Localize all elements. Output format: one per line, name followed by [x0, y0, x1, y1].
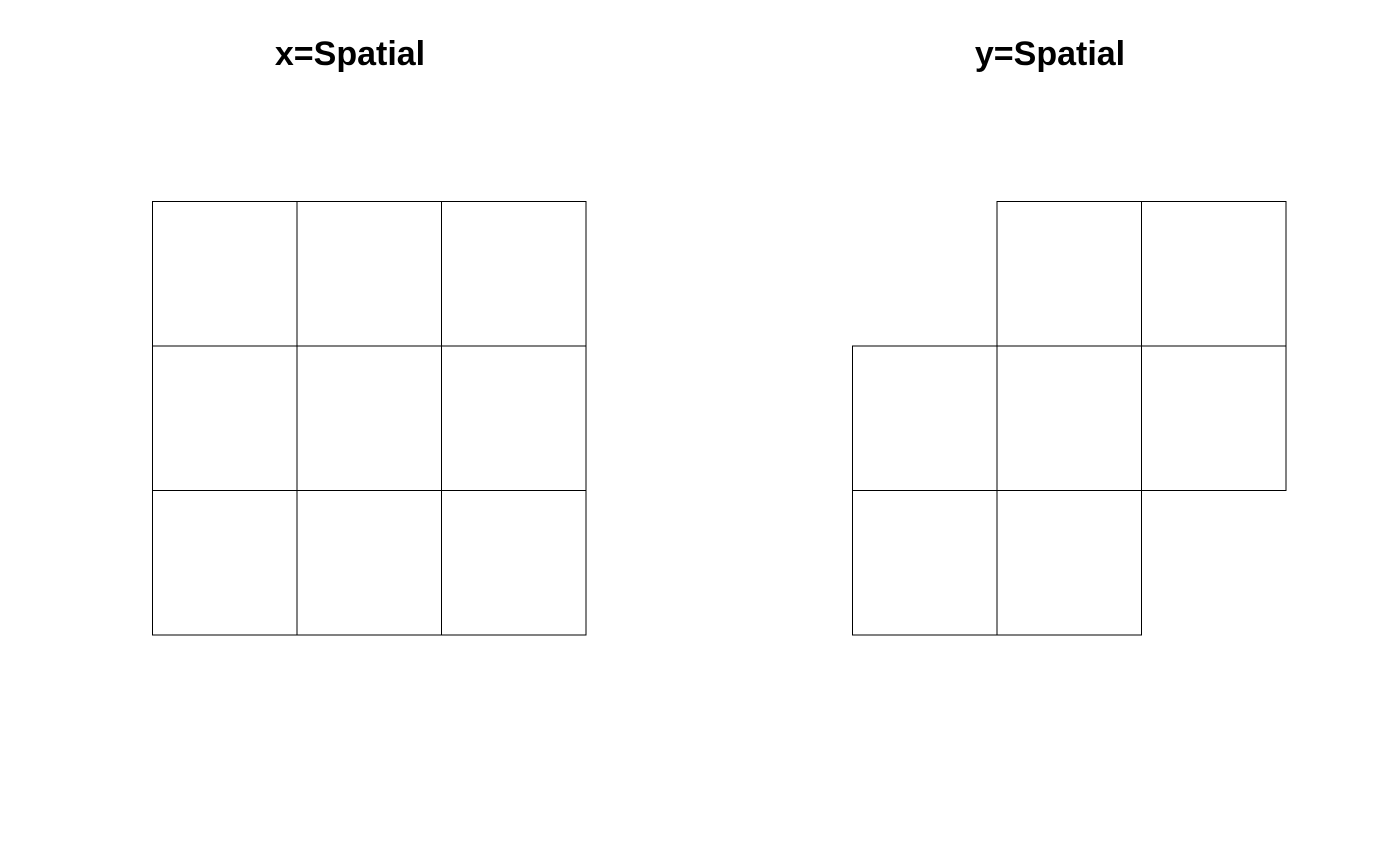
- grid-cell-r1-c1: [152, 201, 298, 347]
- grid-cell-r3-c2: [296, 490, 442, 636]
- grid-cell-r2-c2: [996, 345, 1142, 491]
- grid-cell-r1-c3: [441, 201, 587, 347]
- panel-x-spatial: x=Spatial: [152, 35, 587, 636]
- grid-cell-r3-c1: [852, 490, 998, 636]
- grid-cell-r2-c2: [296, 345, 442, 491]
- grid-cell-r2-c3: [441, 345, 587, 491]
- grid-cell-r2-c3: [1141, 345, 1287, 491]
- grid-cell-r3-c1: [152, 490, 298, 636]
- spatial-grid: [852, 201, 1287, 636]
- grid-cell-r2-c1: [852, 345, 998, 491]
- grid-cell-r2-c1: [152, 345, 298, 491]
- panel-title: y=Spatial: [974, 35, 1126, 73]
- panel-title: x=Spatial: [274, 35, 426, 73]
- grid-cell-r1-c3: [1141, 201, 1287, 347]
- panel-y-spatial: y=Spatial: [700, 0, 1400, 865]
- grid-cell-r1-c2: [296, 201, 442, 347]
- grid-cell-r3-c2: [996, 490, 1142, 636]
- spatial-grid: [152, 201, 587, 636]
- grid-cell-r3-c3: [441, 490, 587, 636]
- grid-cell-r1-c2: [996, 201, 1142, 347]
